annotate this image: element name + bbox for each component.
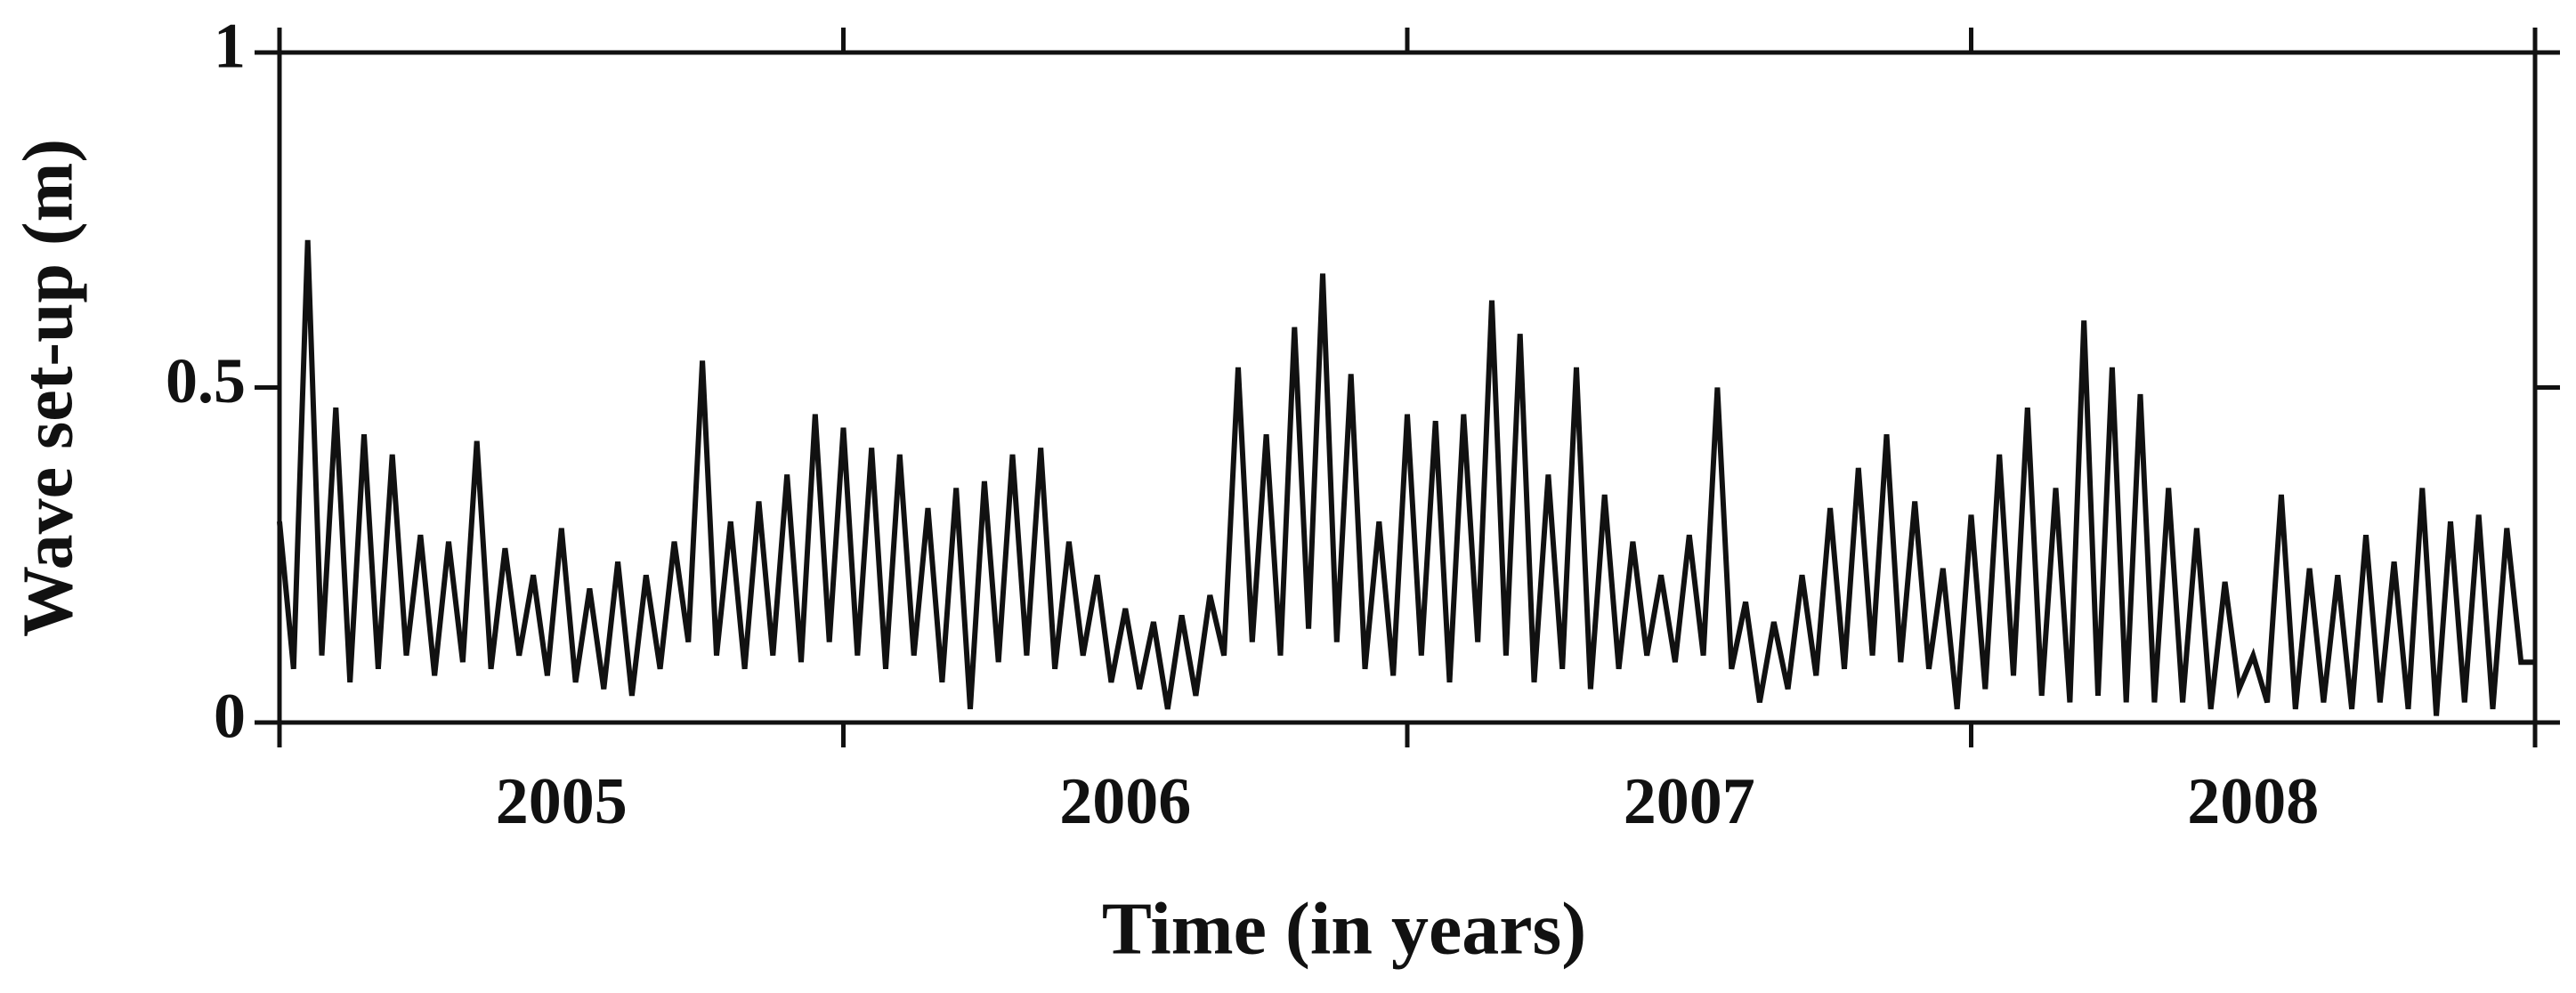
x-axis-title: Time (in years) [1102, 887, 1586, 970]
data-line [277, 239, 2535, 716]
y-axis-title: Wave set-up (m) [9, 139, 87, 637]
y-tick-label: 1 [214, 11, 246, 82]
x-tick-label: 2006 [1059, 765, 1191, 838]
y-tick-label: 0.5 [166, 345, 246, 416]
x-tick-label: 2005 [496, 765, 628, 838]
y-tick-label: 0 [214, 681, 246, 752]
x-tick-label: 2007 [1624, 765, 1755, 838]
plot-frame [277, 50, 2538, 725]
x-tick-label: 2008 [2187, 765, 2319, 838]
